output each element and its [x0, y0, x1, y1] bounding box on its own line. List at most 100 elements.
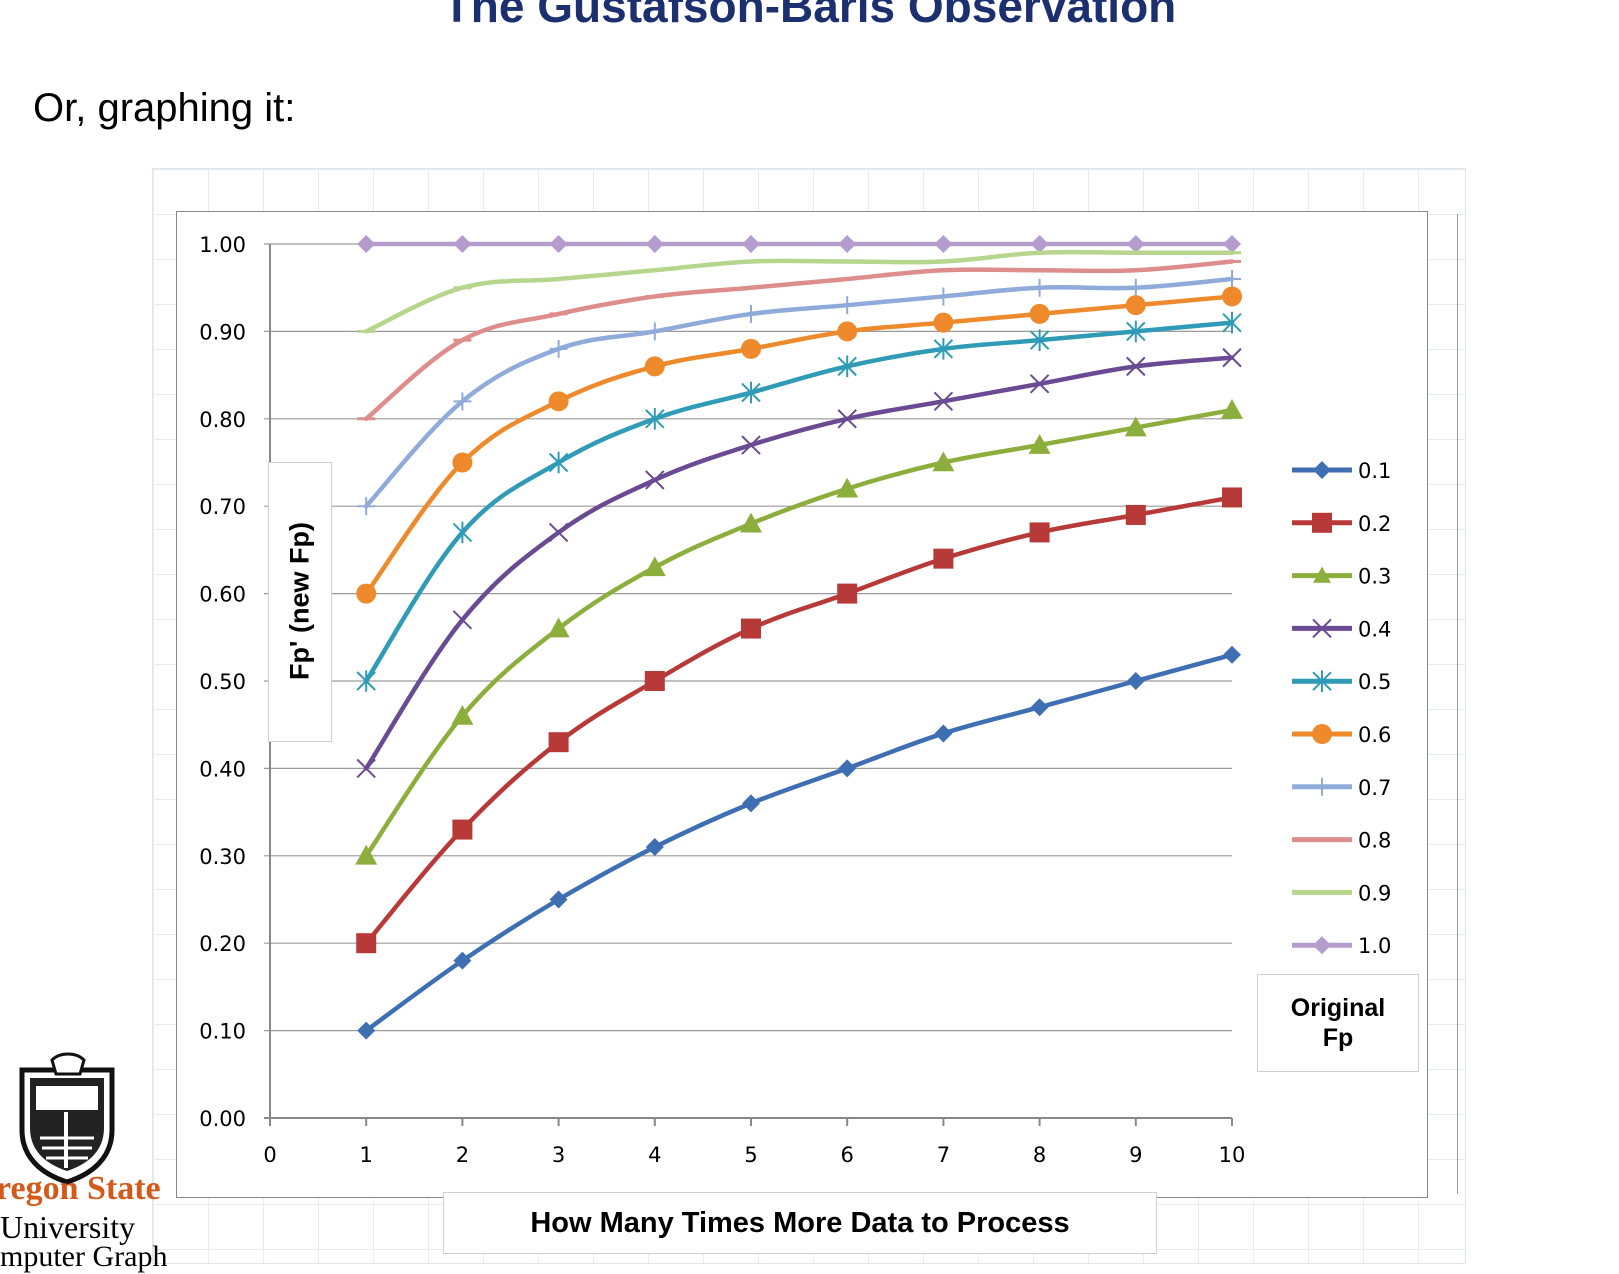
y-tick-label: 0.50 [199, 670, 246, 694]
data-point [644, 356, 665, 377]
data-point [645, 838, 664, 857]
y-tick-label: 0.30 [199, 845, 246, 869]
data-point [1313, 461, 1331, 479]
series-line [363, 652, 1235, 1033]
data-point [932, 451, 955, 472]
data-point [1223, 269, 1241, 288]
legend-entry-0.8[interactable]: 0.8 [1292, 829, 1391, 853]
legend-entry-0.1[interactable]: 0.1 [1292, 459, 1391, 483]
legend-title-line-1: Original [1290, 994, 1386, 1022]
data-point [1029, 374, 1050, 394]
data-point [838, 296, 857, 315]
data-point [452, 521, 473, 544]
x-tick-label: 10 [1219, 1143, 1246, 1167]
data-point [1030, 235, 1049, 253]
series-line [363, 259, 1235, 422]
data-point [1124, 416, 1147, 437]
legend-entry-0.4[interactable]: 0.4 [1292, 617, 1391, 641]
x-tick-label: 0 [263, 1143, 276, 1167]
y-axis-title: Fp' (new Fp) [284, 522, 315, 680]
logo-text-line-1: regon State [0, 1170, 161, 1207]
data-point [741, 338, 761, 359]
legend-entry-0.3[interactable]: 0.3 [1292, 565, 1391, 589]
x-tick-label: 6 [841, 1143, 854, 1167]
legend-label: 0.1 [1358, 459, 1391, 483]
series-0.8 [357, 259, 1241, 422]
data-point [1222, 487, 1242, 508]
data-point [644, 671, 665, 691]
data-point [355, 844, 378, 865]
data-point [1125, 295, 1146, 316]
data-point [934, 235, 953, 253]
legend-label: 0.9 [1358, 881, 1391, 905]
series-0.6 [356, 286, 1242, 604]
legend-title: Original Fp [1257, 974, 1419, 1072]
data-point [356, 583, 377, 604]
data-point [547, 617, 570, 638]
data-point [357, 235, 376, 253]
gridlines [264, 243, 1232, 1119]
chart-frame[interactable] [176, 211, 1428, 1198]
data-point [837, 583, 858, 604]
data-point [740, 512, 762, 533]
series-line [363, 276, 1235, 509]
data-point [645, 235, 664, 253]
data-point [742, 794, 760, 813]
legend-entry-0.7[interactable]: 0.7 [1292, 776, 1391, 800]
data-point [1312, 724, 1332, 744]
x-tick-label: 5 [744, 1143, 757, 1167]
data-point [934, 287, 953, 306]
data-point [1030, 278, 1049, 297]
data-point [548, 732, 569, 753]
legend-entry-0.6[interactable]: 0.6 [1292, 723, 1391, 747]
university-logo-shield-icon [19, 1052, 115, 1185]
data-point [742, 235, 760, 253]
data-point [1223, 235, 1241, 253]
worksheet-edge [1457, 214, 1464, 1194]
legend: 0.1 0.2 0.3 0.4 0.5 0.6 0.7 0.8 0.9 1.0 [1292, 459, 1391, 958]
data-point [1313, 936, 1331, 955]
data-point [645, 470, 665, 490]
data-point [838, 759, 857, 778]
x-tick-label: 4 [648, 1143, 661, 1167]
legend-entry-0.2[interactable]: 0.2 [1292, 512, 1391, 536]
data-point [356, 933, 377, 954]
data-point [1029, 329, 1050, 351]
data-point [742, 304, 760, 323]
y-axis-title-box [268, 462, 332, 742]
series-line [363, 249, 1235, 334]
legend-title-line-2: Fp [1322, 1024, 1354, 1052]
y-tick-label: 0.10 [199, 1020, 246, 1044]
legend-entry-0.9[interactable]: 0.9 [1292, 881, 1391, 905]
data-point [837, 355, 857, 378]
series-0.9 [357, 249, 1241, 334]
data-point [548, 522, 569, 543]
data-point [741, 435, 761, 455]
data-point [549, 235, 568, 253]
data-point [549, 890, 568, 909]
slide-subtitle: Or, graphing it: [33, 86, 296, 130]
series-0.2 [356, 487, 1242, 954]
legend-label: 0.5 [1358, 670, 1391, 694]
data-point [1126, 356, 1146, 377]
legend-entry-0.5[interactable]: 0.5 [1292, 670, 1391, 694]
y-tick-label: 0.20 [199, 932, 246, 956]
series-lines [355, 235, 1243, 1040]
data-point [838, 235, 857, 253]
data-point [933, 312, 954, 333]
x-tick-label: 1 [360, 1143, 373, 1167]
x-tick-label: 3 [552, 1143, 565, 1167]
legend-label: 0.2 [1358, 512, 1391, 536]
y-tick-label: 0.00 [199, 1107, 246, 1131]
legend-entry-1.0[interactable]: 1.0 [1292, 934, 1391, 958]
legend-label: 0.6 [1358, 723, 1391, 747]
data-point [452, 452, 473, 473]
data-point [357, 497, 376, 516]
data-point [1312, 618, 1332, 639]
series-1.0 [357, 235, 1241, 253]
series-line [363, 495, 1235, 946]
data-point [741, 618, 761, 639]
data-point [357, 1021, 376, 1040]
data-point [1029, 522, 1050, 543]
legend-label: 0.3 [1358, 565, 1391, 589]
